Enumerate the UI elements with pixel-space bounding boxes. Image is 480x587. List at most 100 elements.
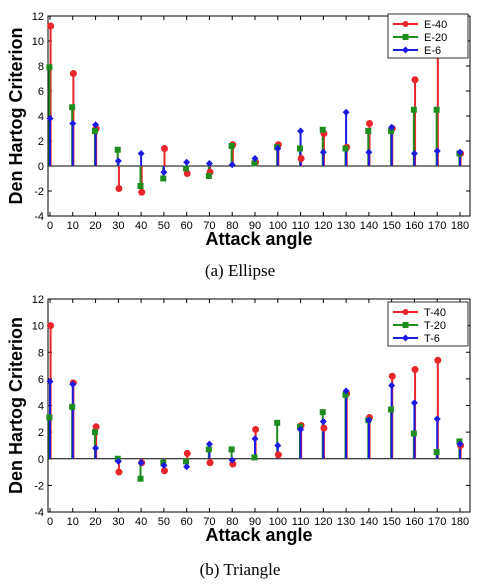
- legend-label: E-6: [424, 45, 441, 57]
- data-point-marker: [115, 468, 123, 476]
- data-point-marker: [137, 475, 144, 482]
- x-tick-label: 160: [405, 516, 423, 528]
- data-point-marker: [433, 449, 440, 456]
- legend-label: T-20: [424, 320, 446, 332]
- x-tick-label: 120: [314, 516, 332, 528]
- data-point-marker: [342, 387, 350, 395]
- data-point-marker: [388, 123, 396, 131]
- data-point-marker: [365, 128, 372, 134]
- data-point-marker: [46, 414, 53, 421]
- x-tick-label: 140: [360, 220, 378, 232]
- data-point-marker: [410, 399, 418, 407]
- data-point-marker: [274, 441, 282, 449]
- legend: E-40E-20E-6: [387, 13, 469, 59]
- data-point-marker: [183, 158, 191, 166]
- x-tick-label: 110: [292, 516, 310, 528]
- y-tick-label: 4: [38, 111, 44, 123]
- data-point-marker: [410, 430, 417, 437]
- data-point-marker: [92, 444, 100, 452]
- x-tick-label: 150: [382, 220, 400, 232]
- data-point-marker: [228, 161, 236, 169]
- x-axis-label: Attack angle: [205, 229, 312, 249]
- x-tick-label: 20: [89, 220, 101, 232]
- data-point-marker: [297, 425, 305, 433]
- data-point-marker: [251, 454, 258, 461]
- legend-marker: [402, 309, 409, 315]
- x-tick-label: 90: [249, 220, 261, 232]
- data-point-marker: [205, 173, 212, 179]
- x-tick-label: 10: [67, 220, 79, 232]
- x-axis-label: Attack angle: [205, 525, 312, 545]
- data-point-marker: [138, 188, 146, 196]
- x-tick-label: 80: [226, 220, 238, 232]
- data-point-marker: [114, 146, 121, 153]
- data-point-marker: [433, 147, 441, 155]
- data-point-marker: [228, 456, 236, 464]
- data-point-marker: [47, 322, 55, 330]
- x-tick-label: 140: [360, 516, 378, 528]
- data-point-marker: [319, 409, 326, 416]
- data-point-marker: [160, 461, 168, 469]
- data-point-marker: [205, 440, 213, 448]
- data-point-marker: [296, 145, 303, 152]
- data-point-marker: [365, 148, 373, 156]
- y-tick-label: 12: [32, 11, 44, 23]
- x-tick-label: 50: [158, 220, 170, 232]
- data-point-marker: [433, 415, 441, 423]
- y-tick-label: -2: [34, 186, 44, 198]
- y-tick-label: -2: [34, 480, 44, 492]
- data-point-marker: [342, 391, 349, 398]
- y-tick-label: 2: [38, 427, 44, 439]
- y-tick-label: -4: [34, 211, 44, 223]
- data-point-marker: [46, 115, 54, 122]
- data-point-marker: [183, 165, 190, 172]
- data-point-marker: [91, 128, 98, 134]
- data-point-marker: [433, 106, 440, 113]
- legend-label: E-20: [424, 32, 447, 44]
- data-point-marker: [274, 419, 281, 426]
- x-tick-label: 60: [181, 516, 193, 528]
- y-tick-label: 12: [32, 294, 44, 306]
- x-tick-label: 110: [292, 220, 310, 232]
- data-point-marker: [251, 155, 259, 162]
- x-tick-label: 70: [203, 516, 215, 528]
- data-point-marker: [46, 378, 54, 386]
- y-tick-label: 10: [32, 321, 44, 333]
- y-tick-label: 6: [38, 86, 44, 98]
- data-point-marker: [205, 446, 212, 453]
- x-tick-label: 120: [314, 220, 332, 232]
- figure-caption: (a) Ellipse: [205, 261, 275, 280]
- data-point-marker: [319, 126, 326, 133]
- y-tick-label: 2: [38, 136, 44, 148]
- x-tick-label: 0: [47, 220, 53, 232]
- y-tick-label: 4: [38, 401, 44, 413]
- y-axis-label: Den Hartog Criterion: [6, 27, 26, 204]
- x-tick-label: 170: [428, 516, 446, 528]
- data-point-marker: [137, 183, 144, 189]
- data-point-marker: [206, 459, 214, 467]
- data-point-marker: [342, 108, 350, 116]
- data-point-marker: [456, 148, 464, 156]
- legend-label: E-40: [424, 19, 447, 31]
- y-tick-label: 8: [38, 347, 44, 359]
- data-point-marker: [365, 416, 373, 424]
- x-tick-label: 40: [135, 516, 147, 528]
- y-tick-label: 0: [38, 161, 44, 173]
- x-tick-label: 0: [47, 516, 53, 528]
- legend-label: T-40: [424, 307, 446, 319]
- x-tick-label: 10: [67, 516, 79, 528]
- data-point-marker: [160, 145, 168, 152]
- x-tick-label: 150: [382, 516, 400, 528]
- data-point-marker: [160, 168, 168, 176]
- legend-marker: [402, 334, 409, 342]
- data-point-marker: [183, 449, 191, 457]
- x-tick-label: 130: [337, 220, 355, 232]
- data-point-marker: [411, 366, 419, 374]
- y-tick-label: 8: [38, 61, 44, 73]
- x-tick-label: 80: [226, 516, 238, 528]
- x-tick-label: 160: [405, 220, 423, 232]
- x-tick-label: 170: [428, 220, 446, 232]
- data-point-marker: [137, 150, 145, 157]
- legend-marker: [402, 34, 409, 40]
